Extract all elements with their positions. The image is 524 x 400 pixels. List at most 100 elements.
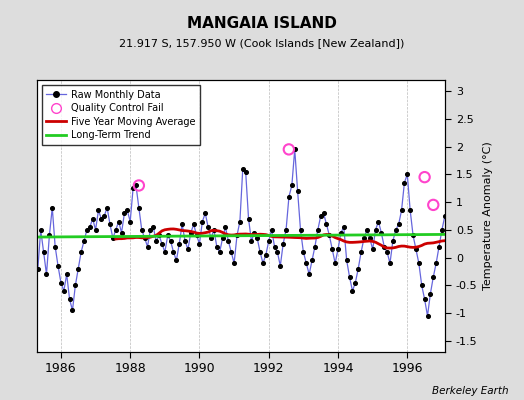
Point (377, 230, 386, 236)
Point (420, 296, 429, 302)
Point (461, 271, 469, 278)
Point (366, 235, 374, 242)
Point (288, 182, 296, 189)
Point (368, 246, 377, 252)
Point (348, 288, 357, 294)
Point (389, 238, 397, 244)
Point (426, 290, 434, 297)
Point (357, 249, 365, 255)
Point (195, 240, 204, 247)
Point (420, 174, 429, 180)
Point (504, 174, 512, 180)
Point (169, 249, 178, 255)
Point (259, 260, 267, 266)
Point (270, 243, 279, 250)
Point (57, 280, 65, 286)
Point (233, 232, 241, 239)
Point (328, 246, 336, 252)
Point (395, 221, 403, 228)
Point (519, 235, 524, 242)
Point (285, 193, 293, 200)
Point (178, 221, 187, 228)
Point (227, 249, 235, 255)
Point (403, 171, 411, 178)
Point (256, 249, 264, 255)
Legend: Raw Monthly Data, Quality Control Fail, Five Year Moving Average, Long-Term Tren: Raw Monthly Data, Quality Control Fail, … (41, 85, 200, 145)
Point (117, 230, 126, 236)
Point (305, 271, 313, 278)
Point (126, 218, 134, 225)
Point (244, 216, 253, 222)
Point (66, 296, 74, 302)
Point (276, 263, 285, 269)
Point (112, 227, 120, 233)
Point (414, 260, 423, 266)
Point (210, 227, 218, 233)
Point (250, 230, 258, 236)
Point (184, 246, 192, 252)
Point (85, 224, 94, 230)
Point (521, 249, 524, 255)
Point (42, 271, 51, 278)
Point (267, 227, 276, 233)
Point (331, 260, 340, 266)
Point (490, 243, 498, 250)
Point (213, 243, 221, 250)
Point (397, 207, 406, 214)
Point (386, 260, 394, 266)
Point (215, 249, 224, 255)
Point (219, 235, 227, 242)
Point (299, 249, 308, 255)
Point (354, 266, 363, 272)
Point (91, 227, 100, 233)
Point (224, 238, 233, 244)
Point (429, 202, 438, 208)
Point (37, 227, 45, 233)
Point (97, 216, 105, 222)
Point (441, 213, 449, 219)
Point (296, 227, 304, 233)
Point (449, 249, 457, 255)
Point (60, 288, 68, 294)
Point (172, 257, 181, 264)
Point (458, 285, 466, 291)
Point (120, 210, 128, 216)
Point (351, 280, 359, 286)
Point (290, 146, 299, 152)
Point (273, 249, 281, 255)
Point (103, 204, 111, 211)
Point (123, 207, 132, 214)
Point (71, 282, 80, 288)
Point (242, 168, 250, 175)
Point (230, 260, 238, 266)
Point (198, 218, 206, 225)
Point (311, 243, 319, 250)
Point (161, 249, 169, 255)
Point (510, 218, 518, 225)
Point (77, 249, 85, 255)
Point (181, 238, 189, 244)
Point (192, 232, 201, 239)
Point (247, 238, 256, 244)
Point (438, 227, 446, 233)
Text: 21.917 S, 157.950 W (Cook Islands [New Zealand]): 21.917 S, 157.950 W (Cook Islands [New Z… (119, 38, 405, 48)
Point (163, 232, 172, 239)
Point (108, 235, 117, 242)
Point (496, 207, 504, 214)
Point (207, 235, 215, 242)
Point (152, 238, 160, 244)
Point (265, 238, 273, 244)
Point (83, 227, 91, 233)
Point (464, 257, 472, 264)
Point (452, 266, 461, 272)
Point (39, 249, 48, 255)
Point (475, 227, 484, 233)
Point (45, 232, 53, 239)
Point (28, 210, 36, 216)
Point (423, 313, 432, 319)
Point (345, 274, 354, 280)
Point (106, 221, 114, 228)
Point (187, 230, 195, 236)
Point (406, 207, 414, 214)
Point (343, 257, 351, 264)
